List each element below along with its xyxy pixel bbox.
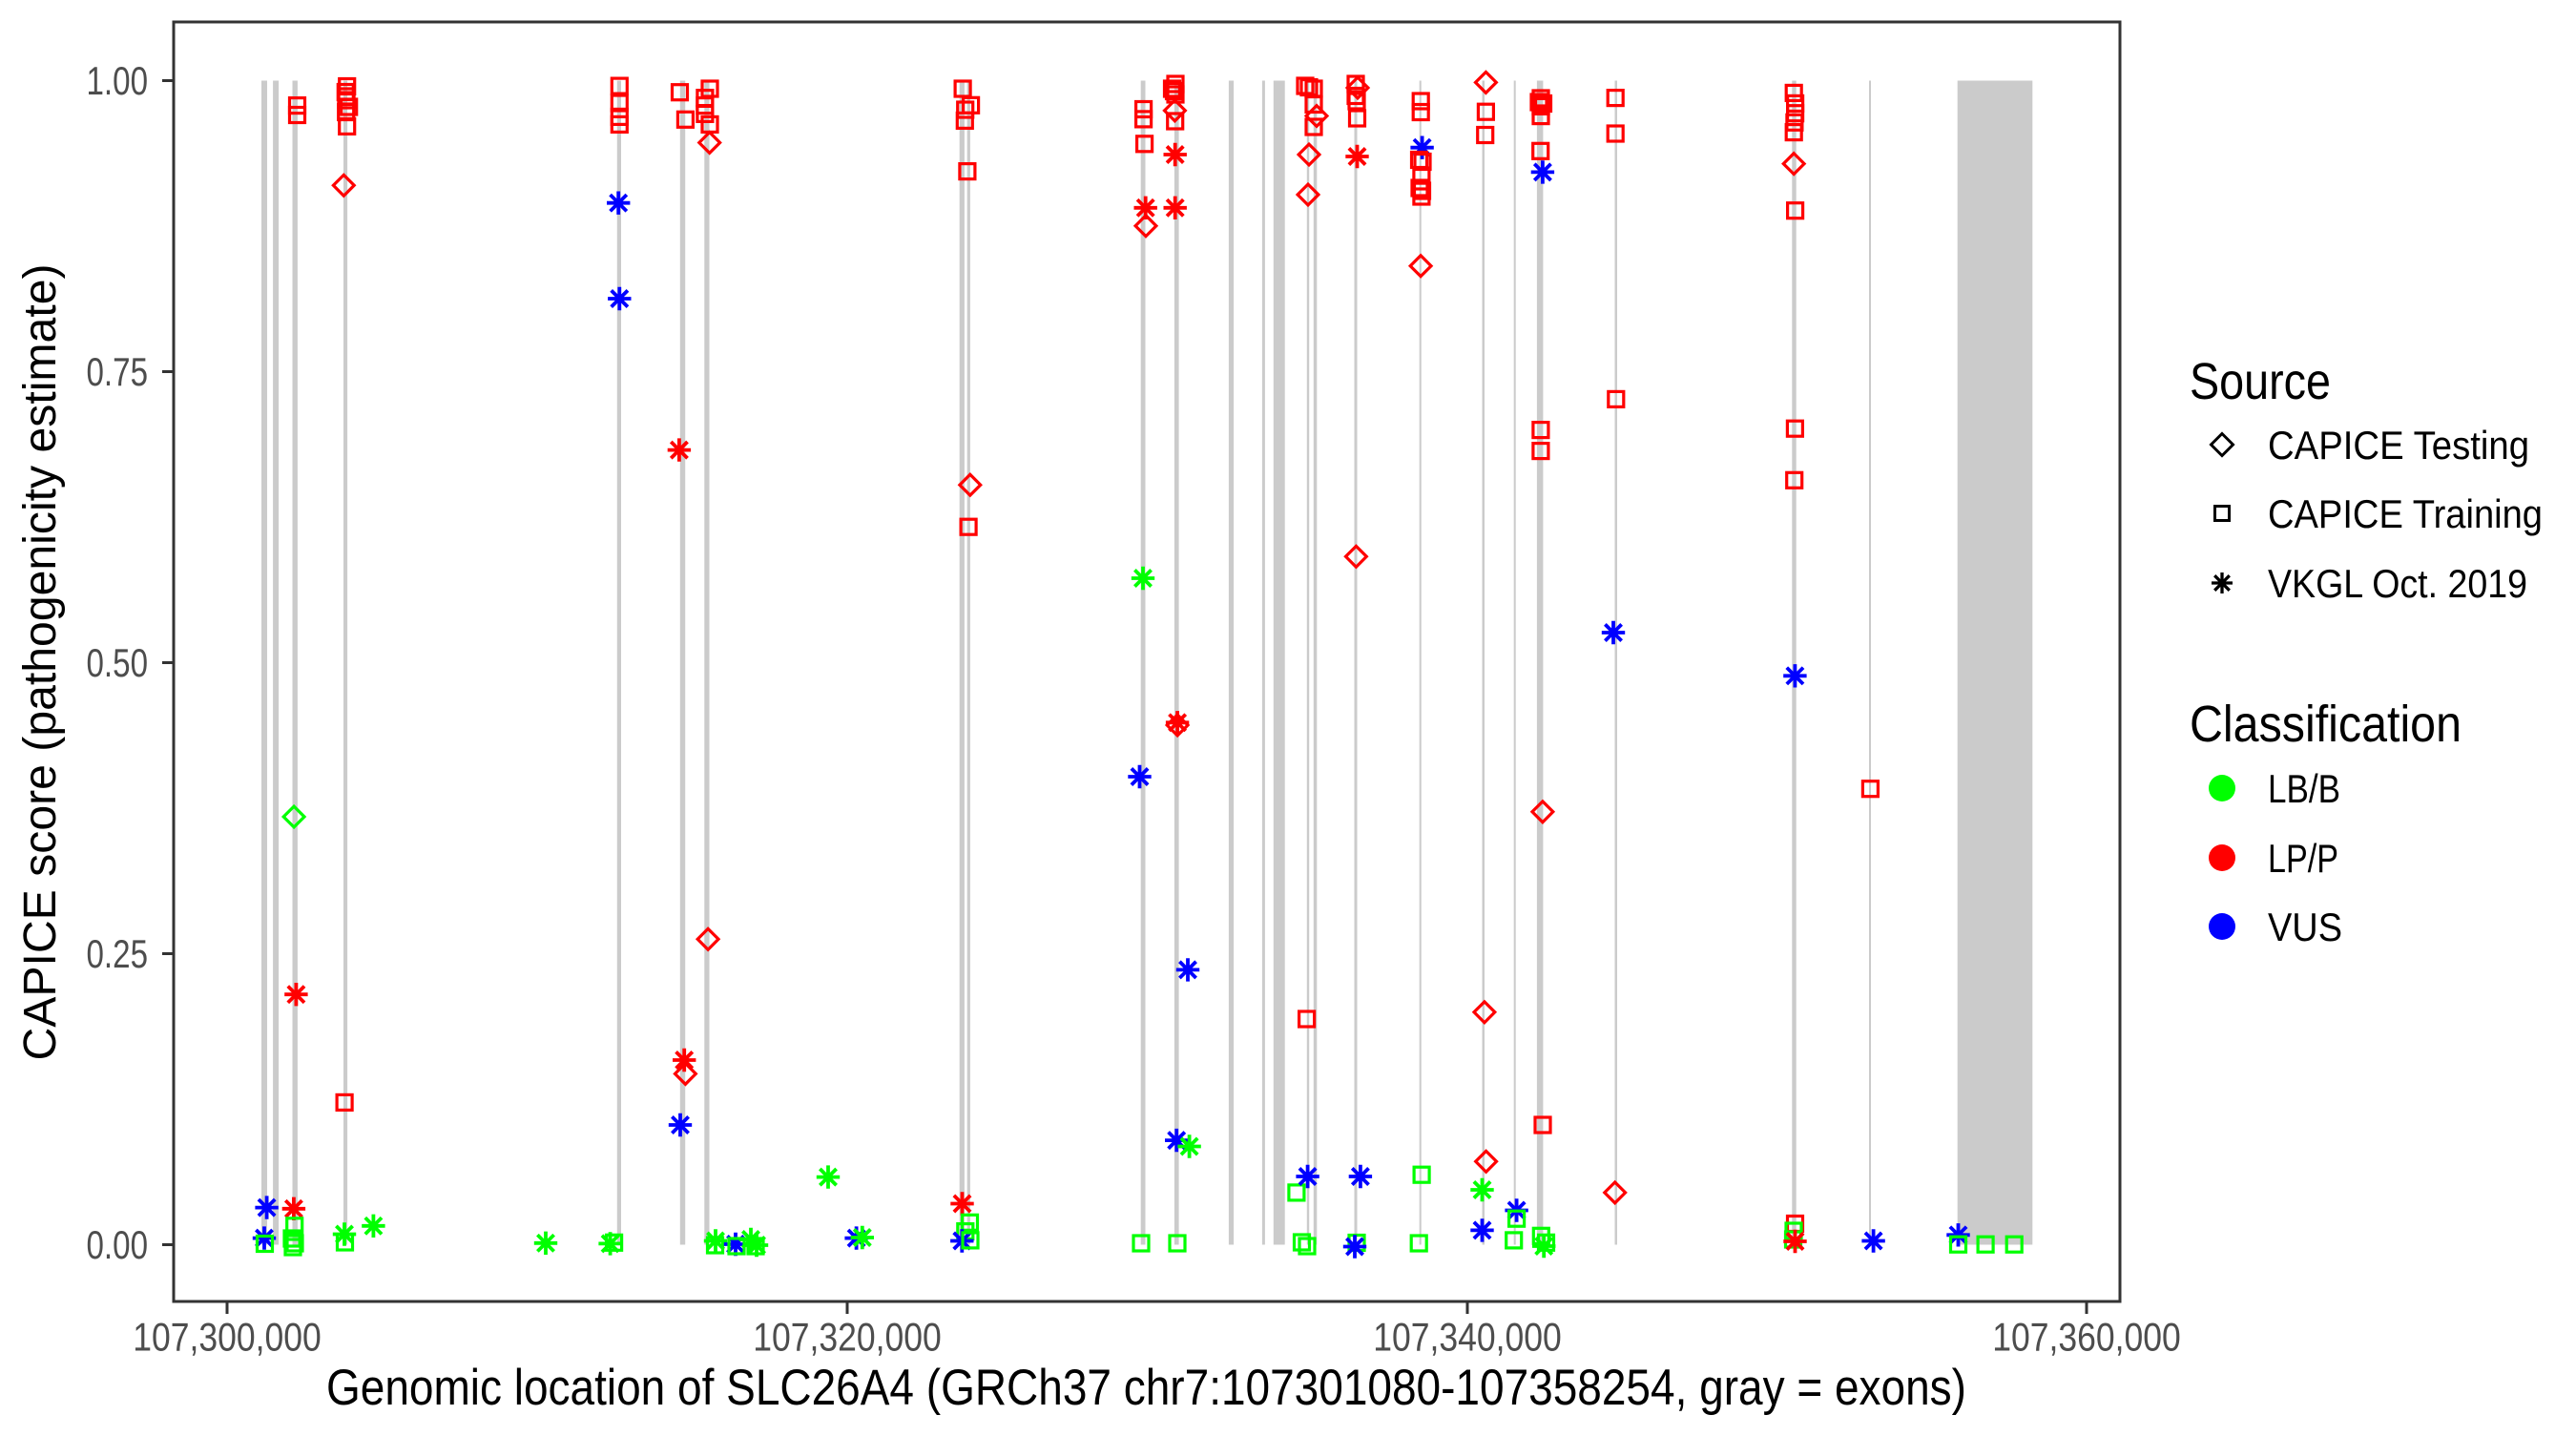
svg-text:0.00: 0.00 bbox=[87, 1222, 149, 1267]
svg-text:0.50: 0.50 bbox=[87, 640, 149, 685]
svg-text:0.25: 0.25 bbox=[87, 931, 149, 976]
svg-text:107,340,000: 107,340,000 bbox=[1373, 1315, 1562, 1360]
svg-text:LB/B: LB/B bbox=[2268, 766, 2340, 811]
svg-text:Genomic location of SLC26A4 (G: Genomic location of SLC26A4 (GRCh37 chr7… bbox=[326, 1360, 1966, 1416]
svg-text:107,360,000: 107,360,000 bbox=[1992, 1315, 2181, 1360]
svg-text:CAPICE score (pathogenicity es: CAPICE score (pathogenicity estimate) bbox=[15, 264, 66, 1061]
svg-text:107,320,000: 107,320,000 bbox=[753, 1315, 942, 1360]
svg-text:107,300,000: 107,300,000 bbox=[133, 1315, 322, 1360]
svg-text:VKGL Oct. 2019: VKGL Oct. 2019 bbox=[2268, 561, 2527, 606]
svg-text:Classification: Classification bbox=[2190, 696, 2462, 753]
svg-text:VUS: VUS bbox=[2268, 905, 2342, 949]
svg-text:1.00: 1.00 bbox=[87, 58, 149, 103]
svg-text:LP/P: LP/P bbox=[2268, 836, 2338, 881]
svg-text:CAPICE Testing: CAPICE Testing bbox=[2268, 423, 2529, 468]
svg-text:0.75: 0.75 bbox=[87, 349, 149, 394]
svg-text:CAPICE Training: CAPICE Training bbox=[2268, 491, 2543, 536]
svg-text:Source: Source bbox=[2190, 353, 2331, 410]
